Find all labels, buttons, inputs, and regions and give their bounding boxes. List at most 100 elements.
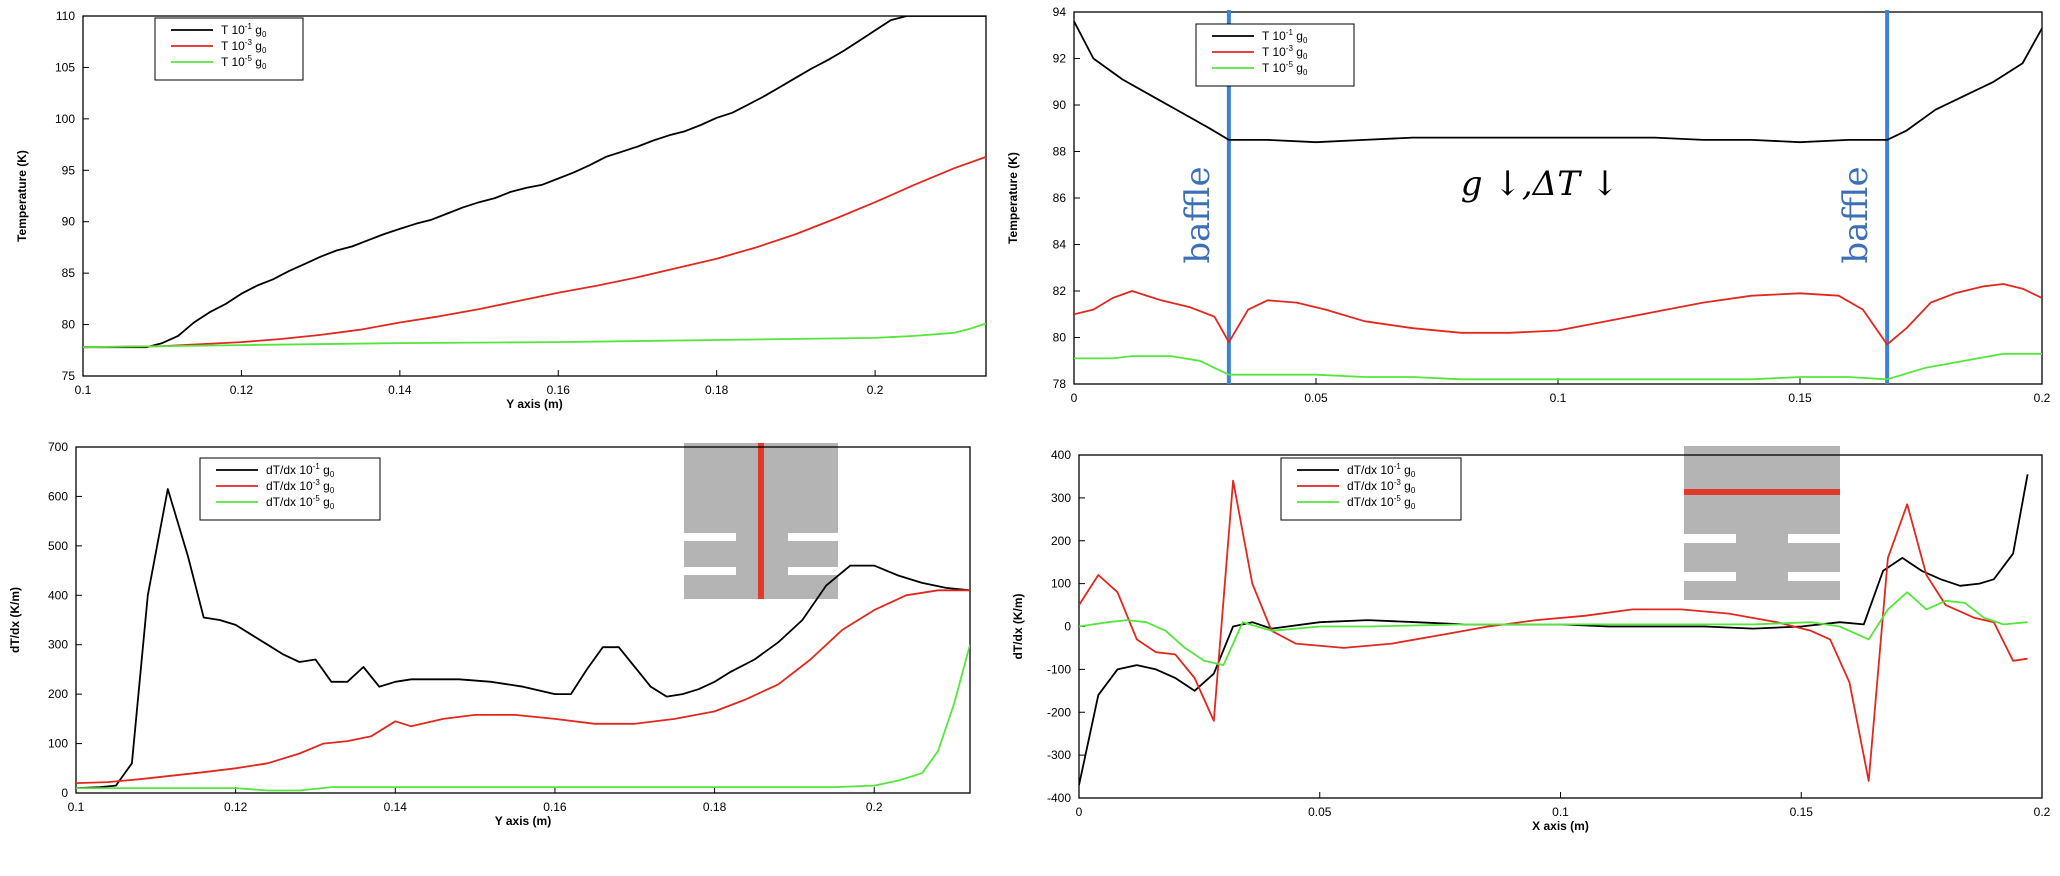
y-tick-label: 75 — [62, 369, 76, 383]
y-axis-label: Temperature (K) — [1006, 152, 1020, 244]
baffle-label: baffle — [1178, 166, 1218, 263]
series-line-1 — [83, 16, 986, 349]
x-tick-label: 0.1 — [1552, 805, 1569, 819]
y-tick-label: -400 — [1047, 791, 1071, 805]
legend-text: g — [252, 39, 262, 53]
y-tick-label: 700 — [48, 440, 68, 454]
series-line-1 — [1074, 20, 2042, 144]
inset-bar — [758, 443, 764, 599]
y-axis-label: dT/dx (K/m) — [1011, 594, 1025, 660]
legend-text: dT/dx 10 — [266, 463, 313, 477]
x-tick-label: 0.1 — [1550, 391, 1567, 405]
legend-text: g — [1401, 495, 1411, 509]
legend-subscript: 0 — [262, 30, 267, 39]
legend-text: g — [252, 55, 262, 69]
legend-subscript: 0 — [330, 486, 335, 495]
series-line-3 — [83, 322, 986, 349]
y-tick-label: -300 — [1047, 748, 1071, 762]
legend-exponent: -1 — [245, 22, 253, 31]
legend-entry: T 10-1 g0 — [1262, 28, 1308, 45]
legend-exponent: -5 — [1286, 60, 1294, 69]
y-tick-label: 110 — [56, 9, 75, 23]
y-tick-label: 78 — [1053, 377, 1067, 391]
y-tick-label: 90 — [1053, 98, 1067, 112]
x-axis-label: Y axis (m) — [506, 397, 562, 411]
x-tick-label: 0.05 — [1308, 805, 1332, 819]
legend-text: g — [1293, 45, 1303, 59]
y-tick-label: 105 — [55, 60, 75, 74]
y-tick-label: 82 — [1053, 284, 1067, 298]
legend-text: g — [320, 463, 330, 477]
series-line-1 — [76, 488, 970, 789]
legend-entry: T 10-3 g0 — [221, 38, 267, 55]
x-tick-label: 0.15 — [1788, 391, 1812, 405]
plot-frame — [75, 446, 971, 794]
x-tick-label: 0.14 — [384, 800, 408, 814]
legend-exponent: -1 — [313, 462, 321, 471]
inset-gap — [1684, 534, 1736, 543]
y-tick-label: 84 — [1053, 238, 1067, 252]
legend-text: g — [252, 23, 262, 37]
legend-exponent: -3 — [1394, 478, 1402, 487]
legend-box — [154, 17, 304, 81]
legend-text: g — [320, 479, 330, 493]
x-tick-label: 0.15 — [1790, 805, 1814, 819]
y-tick-label: 80 — [1053, 331, 1067, 345]
chart-panel-4: 0 0.05 0.1 0.15 0.2-400-300-200-100010020030… — [1011, 446, 2051, 833]
inset-schematic — [1684, 446, 1840, 600]
legend-exponent: -5 — [313, 494, 321, 503]
legend-subscript: 0 — [262, 62, 267, 71]
series-line-3 — [1074, 352, 2042, 381]
x-tick-label: 0.2 — [2034, 805, 2051, 819]
y-axis-label: Temperature (K) — [15, 150, 29, 242]
legend-text: T 10 — [1262, 45, 1286, 59]
legend-text: g — [1293, 61, 1303, 75]
legend-text: T 10 — [1262, 29, 1286, 43]
y-tick-label: 100 — [1051, 577, 1071, 591]
x-tick-label: 0.12 — [230, 383, 254, 397]
chart-panel-2: 0 0.05 0.1 0.15 0.2 78 80 82 84 86 88 90 92 94 Tempera… — [1006, 5, 2051, 405]
legend-text: dT/dx 10 — [1347, 495, 1394, 509]
legend-entry: dT/dx 10-1 g0 — [266, 462, 335, 479]
legend-subscript: 0 — [1303, 52, 1308, 61]
x-tick-label: 0.1 — [75, 383, 92, 397]
legend-box — [1280, 457, 1462, 521]
series-line-2 — [76, 589, 970, 784]
legend-exponent: -1 — [1286, 28, 1294, 37]
y-tick-label: 90 — [62, 215, 76, 229]
series-group — [76, 488, 970, 792]
legend-text: T 10 — [221, 23, 245, 37]
legend-box — [1195, 23, 1355, 87]
legend-exponent: -3 — [1286, 44, 1294, 53]
legend-exponent: -5 — [245, 54, 253, 63]
legend-exponent: -3 — [245, 38, 253, 47]
y-tick-label: 92 — [1053, 52, 1067, 66]
legend-text: dT/dx 10 — [1347, 479, 1394, 493]
series-line-2 — [83, 156, 986, 349]
legend-text: T 10 — [1262, 61, 1286, 75]
legend-entry: T 10-5 g0 — [221, 54, 267, 71]
x-axis-label: X axis (m) — [1532, 819, 1589, 833]
legend-entry: T 10-1 g0 — [221, 22, 267, 39]
legend-text: g — [1401, 463, 1411, 477]
y-tick-label: 80 — [62, 318, 76, 332]
legend-box — [199, 457, 381, 521]
legend-subscript: 0 — [1411, 486, 1416, 495]
x-tick-label: 0.12 — [224, 800, 248, 814]
y-tick-label: -200 — [1047, 705, 1071, 719]
legend-subscript: 0 — [1411, 470, 1416, 479]
legend-text: dT/dx 10 — [1347, 463, 1394, 477]
legend-text: dT/dx 10 — [266, 495, 313, 509]
legend-text: g — [320, 495, 330, 509]
gravity-annotation: g ↓,ΔT ↓ — [1461, 164, 1619, 204]
legend-text: g — [1401, 479, 1411, 493]
legend-subscript: 0 — [330, 470, 335, 479]
y-tick-label: 85 — [62, 266, 76, 280]
y-tick-label: -100 — [1047, 662, 1071, 676]
x-tick-label: 0.18 — [703, 800, 727, 814]
chart-panel-3: 0.1 0.12 0.14 0.16 0.18 0.2 0 100 200 300 400 500 60… — [8, 440, 971, 828]
y-tick-label: 0 — [61, 786, 68, 800]
legend-subscript: 0 — [1303, 36, 1308, 45]
inset-gap — [1788, 534, 1840, 543]
